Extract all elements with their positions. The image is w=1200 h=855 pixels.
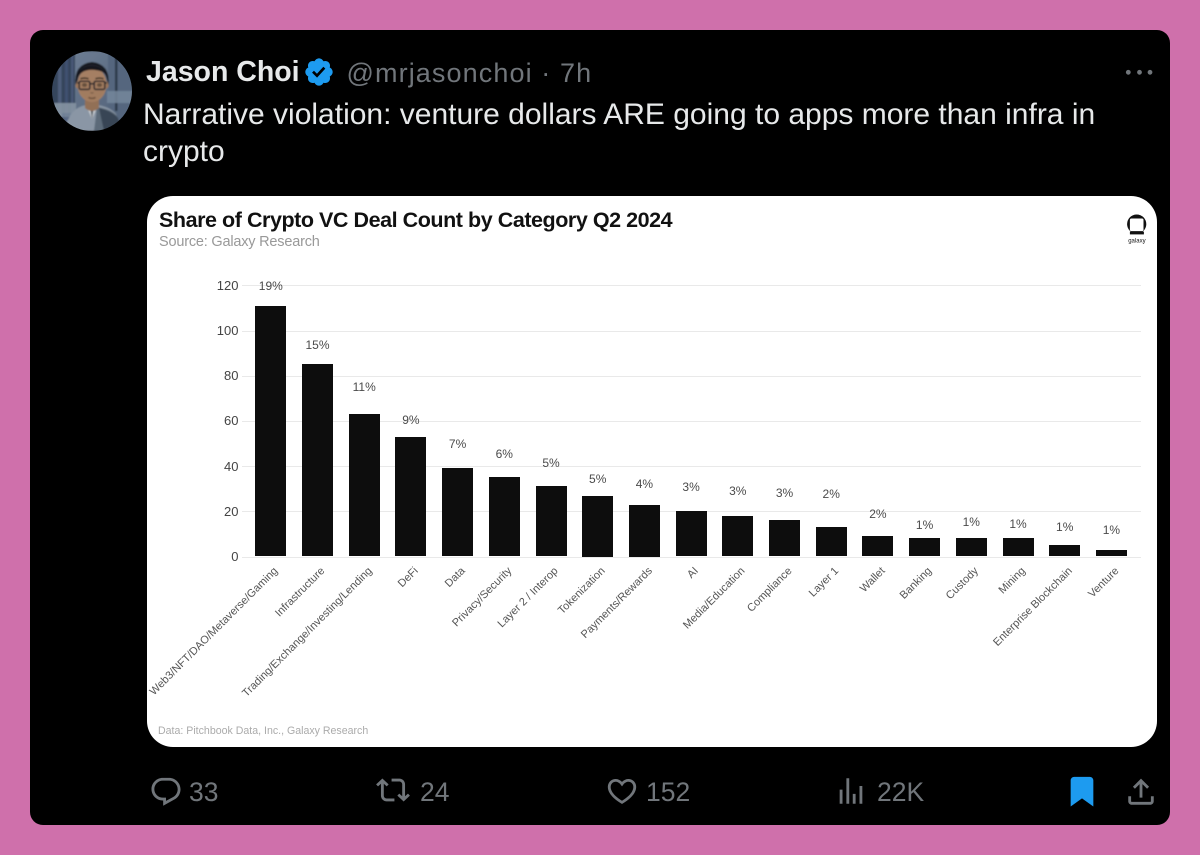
svg-text:galaxy: galaxy <box>1128 239 1145 245</box>
